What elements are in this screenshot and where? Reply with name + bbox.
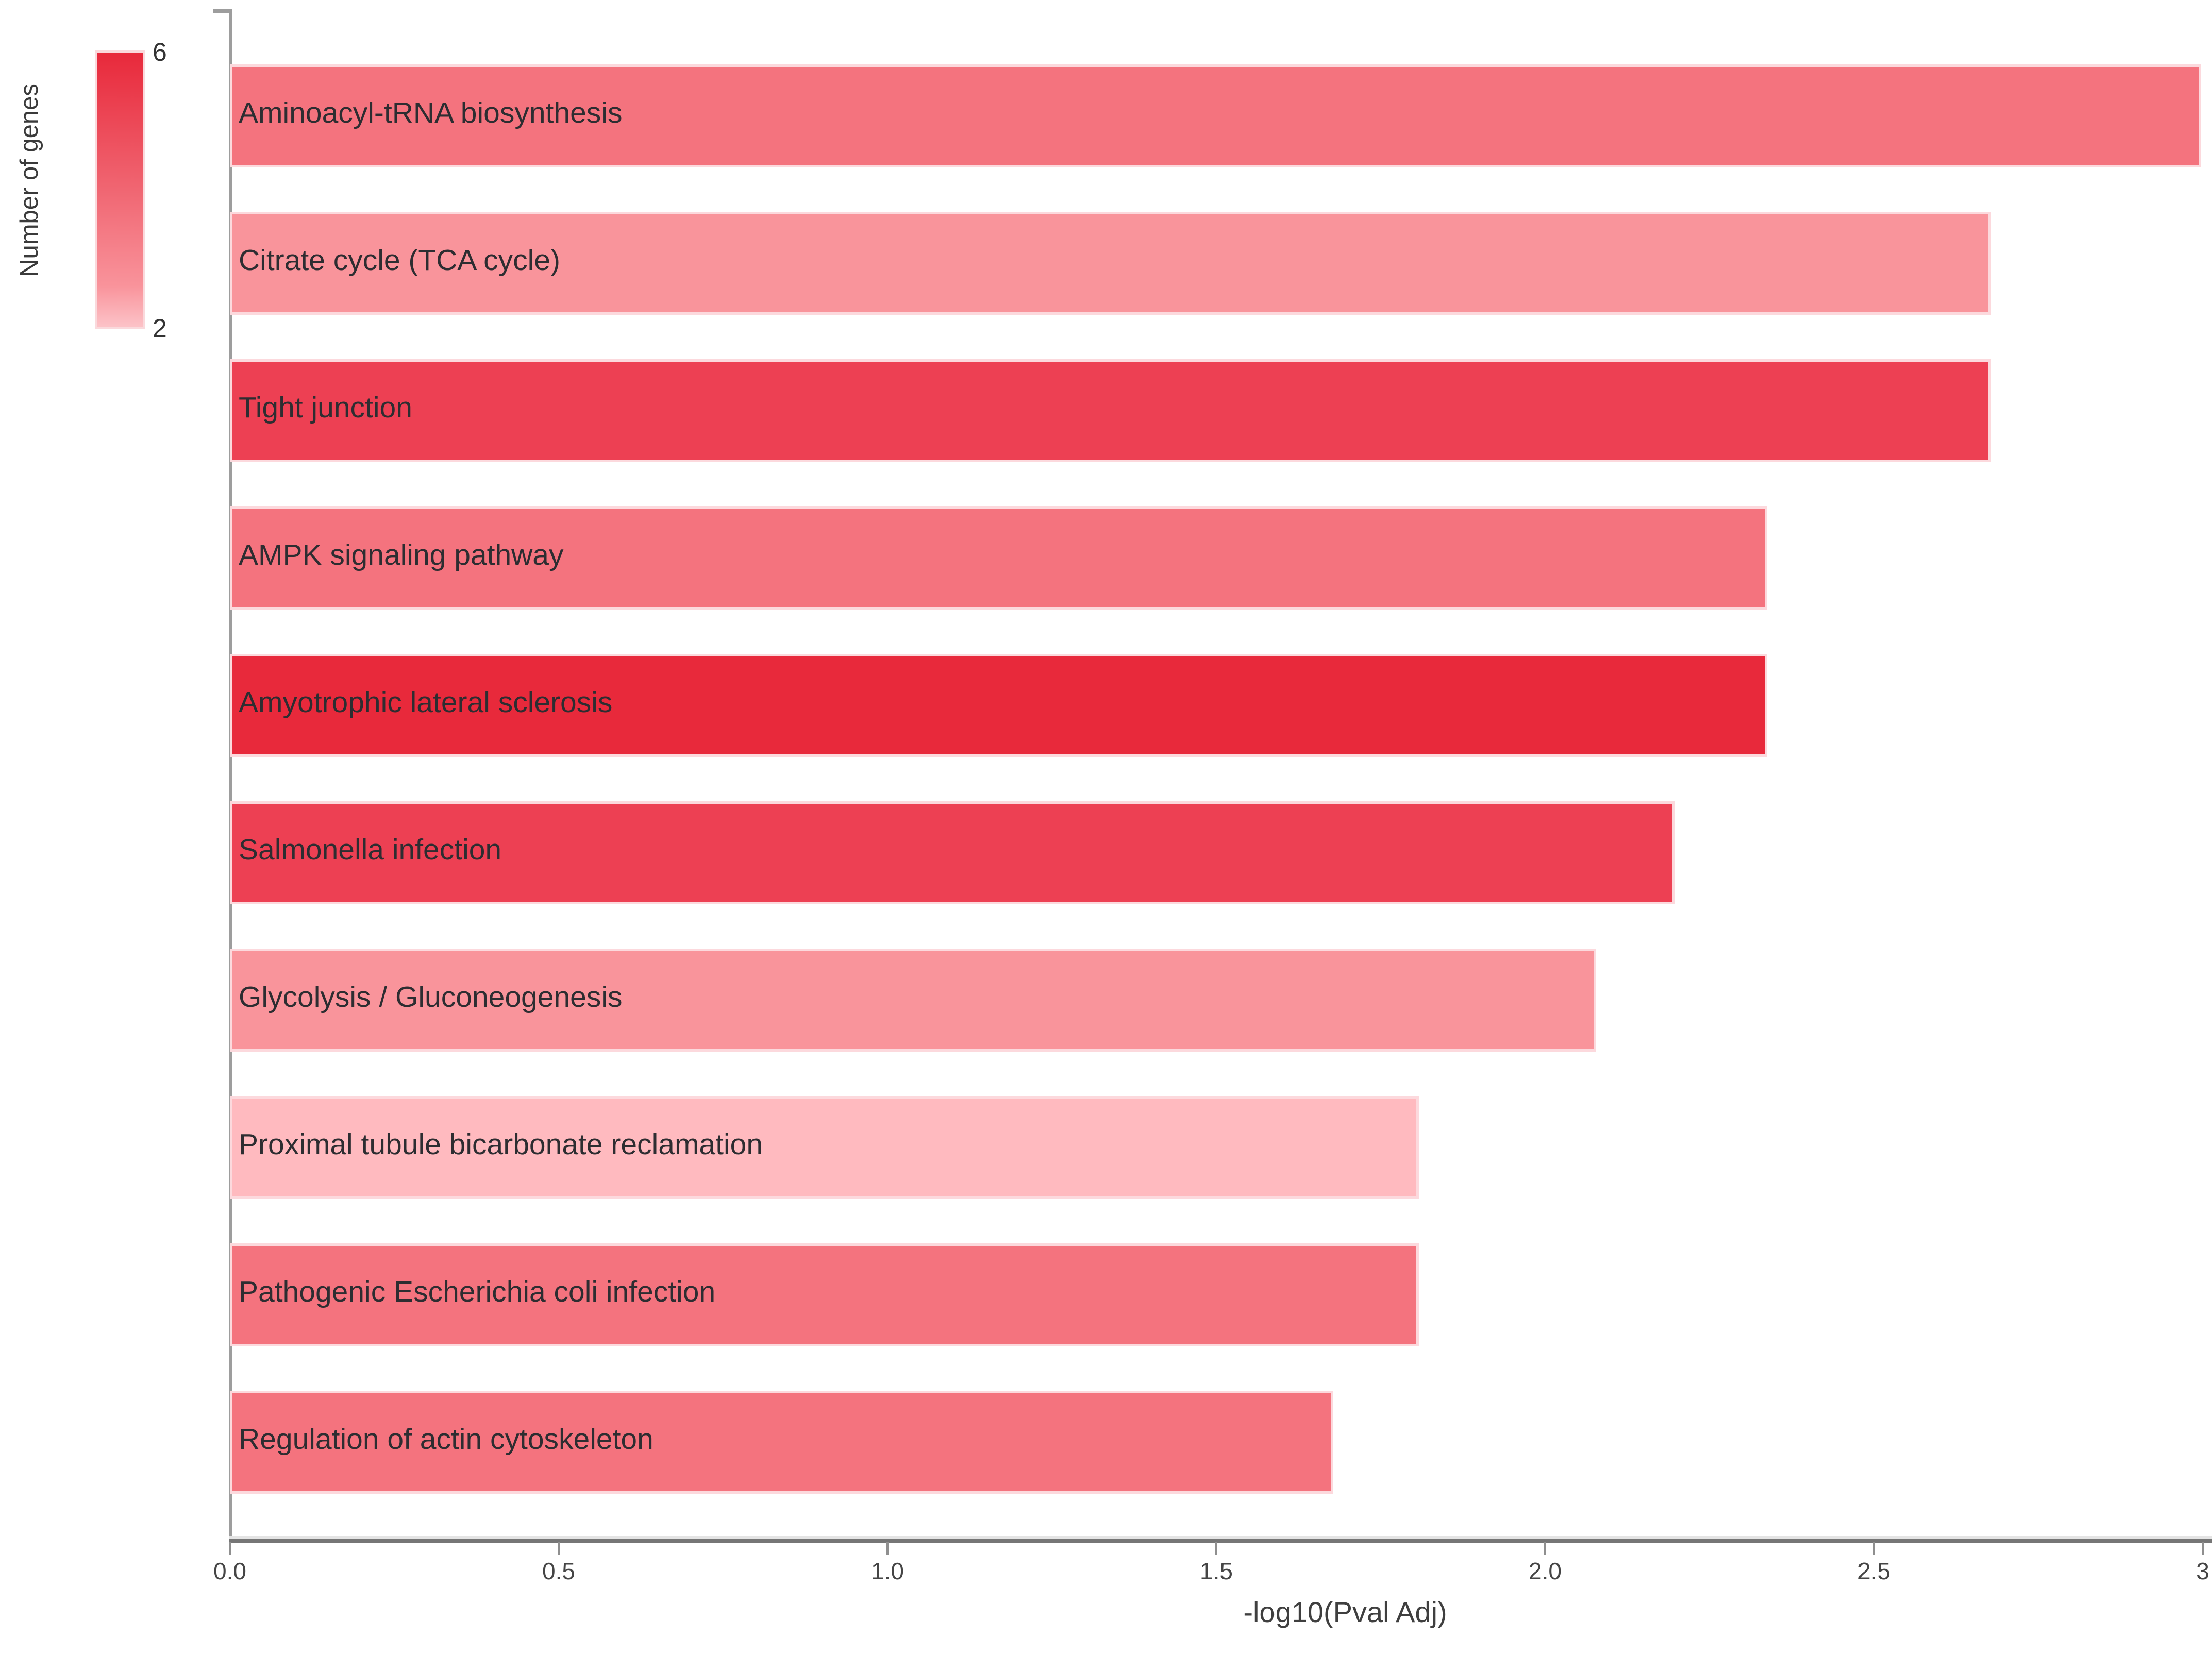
- pathway-label: Regulation of actin cytoskeleton: [239, 1423, 653, 1456]
- pathway-label: Citrate cycle (TCA cycle): [239, 244, 560, 277]
- pathway-label: AMPK signaling pathway: [239, 538, 564, 571]
- pathway-label: Proximal tubule bicarbonate reclamation: [239, 1128, 763, 1161]
- pathway-bar: Salmonella infection: [230, 801, 1675, 904]
- pathway-label: Tight junction: [239, 391, 412, 424]
- x-tick-label: 3: [2196, 1558, 2209, 1584]
- pathway-bar: Citrate cycle (TCA cycle): [230, 212, 1991, 315]
- pathway-label: Salmonella infection: [239, 833, 502, 866]
- x-tick-label: 0.5: [542, 1558, 575, 1584]
- x-tick-label: 2.5: [1857, 1558, 1890, 1584]
- y-axis-top-tick: [213, 9, 232, 13]
- pathway-label: Pathogenic Escherichia coli infection: [239, 1275, 716, 1308]
- pathway-bar: Tight junction: [230, 359, 1991, 462]
- x-axis-line: [229, 1539, 2212, 1543]
- pathway-bar: Aminoacyl-tRNA biosynthesis: [230, 64, 2202, 167]
- x-tick-label: 1.5: [1200, 1558, 1233, 1584]
- pathway-bar: Glycolysis / Gluconeogenesis: [230, 949, 1597, 1052]
- x-axis-line-highlight: [229, 1536, 2212, 1539]
- x-tick-mark: [558, 1542, 560, 1555]
- x-tick-mark: [886, 1542, 889, 1555]
- pathway-label: Aminoacyl-tRNA biosynthesis: [239, 96, 623, 129]
- x-tick-mark: [1873, 1542, 1875, 1555]
- pathway-bar: Pathogenic Escherichia coli infection: [230, 1243, 1419, 1346]
- pathway-label: Amyotrophic lateral sclerosis: [239, 686, 613, 719]
- pathway-bar: Regulation of actin cytoskeleton: [230, 1391, 1333, 1494]
- legend-min-label: 2: [153, 314, 167, 343]
- x-axis-title: -log10(Pval Adj): [1243, 1596, 1447, 1628]
- x-tick-label: 1.0: [871, 1558, 904, 1584]
- pathway-bar: AMPK signaling pathway: [230, 506, 1768, 610]
- x-tick-label: 0.0: [213, 1558, 246, 1584]
- pathway-bar: Proximal tubule bicarbonate reclamation: [230, 1096, 1419, 1199]
- pathway-bar: Amyotrophic lateral sclerosis: [230, 654, 1768, 757]
- x-tick-mark: [1544, 1542, 1546, 1555]
- x-tick-label: 2.0: [1529, 1558, 1562, 1584]
- x-tick-mark: [229, 1542, 231, 1555]
- x-tick-mark: [2202, 1542, 2204, 1555]
- pathway-label: Glycolysis / Gluconeogenesis: [239, 981, 623, 1014]
- legend-gradient-bar: [95, 50, 145, 329]
- y-axis-line: [229, 9, 232, 1539]
- legend-max-label: 6: [153, 38, 167, 66]
- x-tick-mark: [1215, 1542, 1217, 1555]
- legend-title: Number of genes: [15, 83, 43, 277]
